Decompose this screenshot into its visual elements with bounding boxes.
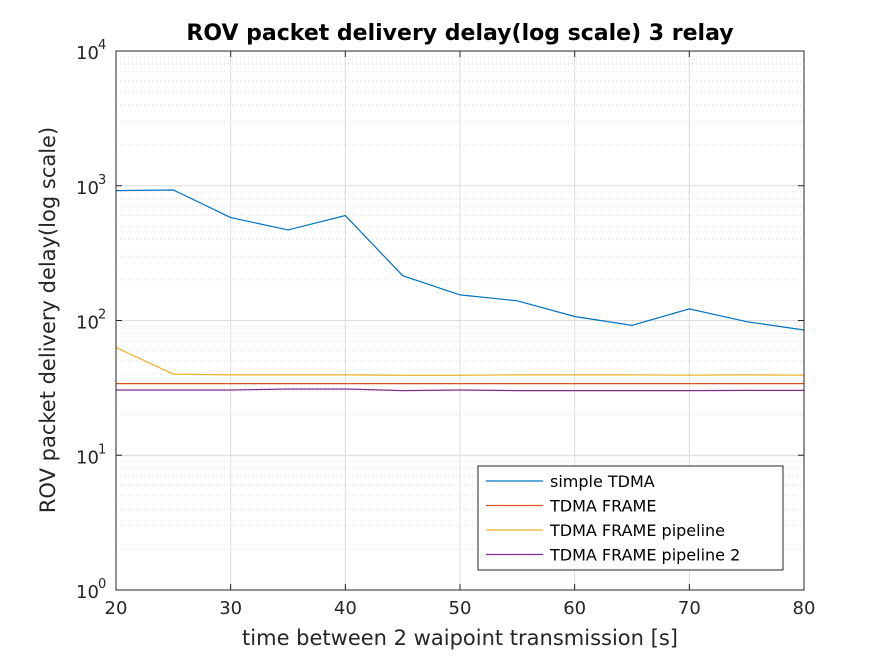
- legend-label-1: simple TDMA: [550, 472, 655, 491]
- x-tick-label: 20: [105, 598, 128, 619]
- series-layer: [115, 189, 805, 392]
- x-axis-label: time between 2 waipoint transmission [s]: [242, 626, 678, 650]
- x-tick-label: 80: [793, 598, 816, 619]
- y-tick-label: 10: [76, 447, 99, 468]
- series-line-3: [115, 346, 805, 376]
- legend-label-4: TDMA FRAME pipeline 2: [549, 546, 740, 565]
- legend-label-2: TDMA FRAME: [549, 497, 656, 516]
- x-tick-label: 50: [449, 598, 472, 619]
- series-line-4: [116, 388, 804, 392]
- y-tick-label: 10: [76, 313, 99, 334]
- x-tick-label: 70: [678, 598, 701, 619]
- x-tick-label: 30: [219, 598, 242, 619]
- y-axis-label: ROV packet delivery delay(log scale): [36, 127, 60, 513]
- y-tick-exponent: 4: [98, 38, 106, 53]
- x-tick-label: 40: [334, 598, 357, 619]
- chart-title: ROV packet delivery delay(log scale) 3 r…: [186, 21, 733, 46]
- y-tick-exponent: 0: [98, 577, 106, 592]
- y-tick-label: 10: [76, 582, 99, 603]
- y-tick-exponent: 1: [98, 442, 106, 457]
- series-line-1: [115, 189, 805, 331]
- legend-box: [477, 465, 784, 571]
- x-tick-label: 60: [563, 598, 586, 619]
- y-tick-label: 10: [76, 43, 99, 64]
- legend-label-3: TDMA FRAME pipeline: [549, 521, 725, 540]
- y-tick-exponent: 3: [98, 173, 106, 188]
- legend: simple TDMA TDMA FRAME TDMA FRAME pipeline…: [477, 465, 784, 571]
- y-tick-exponent: 2: [98, 308, 106, 323]
- y-tick-label: 10: [76, 178, 99, 199]
